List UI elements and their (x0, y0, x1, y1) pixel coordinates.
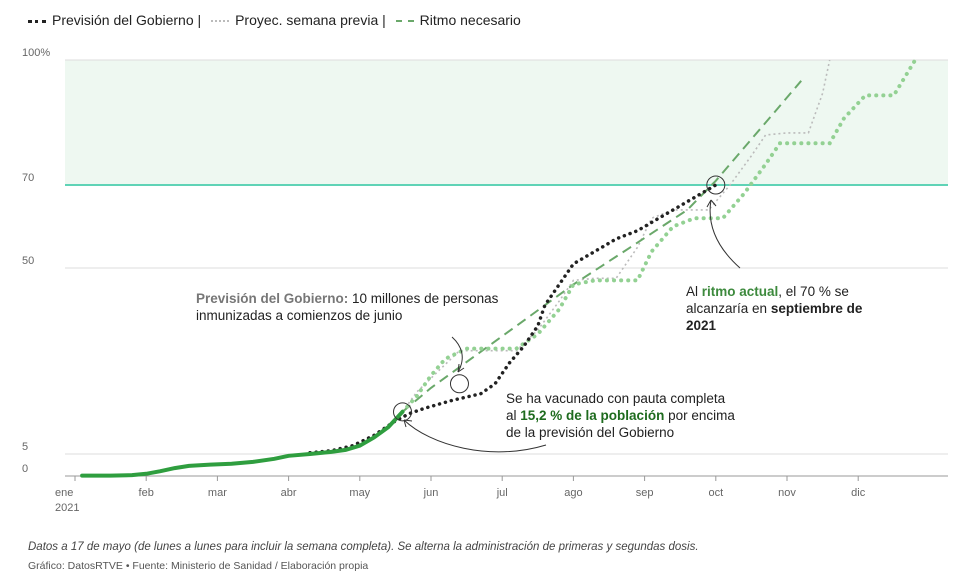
x-tick-label: jun (423, 487, 439, 499)
legend-needed-swatch (395, 20, 414, 23)
x-tick-label: ago (564, 487, 582, 499)
x-tick-label: mar (208, 487, 227, 499)
legend-previous-week-swatch (211, 20, 230, 23)
legend-previous-week-label: Proyec. semana previa | (235, 12, 386, 28)
callout-arrow-pace (709, 199, 741, 269)
y-tick-label: 100% (22, 47, 50, 59)
x-tick-label: dic (851, 487, 866, 499)
legend-government-label: Previsión del Gobierno | (52, 12, 202, 28)
chart-footnote: Datos a 17 de mayo (de lunes a lunes par… (28, 541, 699, 553)
callout-arrow-full (403, 419, 547, 453)
y-tick-label: 5 (22, 441, 28, 453)
x-year-label: 2021 (55, 502, 79, 514)
x-tick-label: oct (708, 487, 723, 499)
x-tick-label: feb (139, 487, 154, 499)
highlight-circle-marker (393, 402, 413, 422)
arrow-head (706, 199, 717, 208)
target-band (65, 60, 948, 185)
x-tick-label: may (349, 487, 370, 499)
current-pace-annotation: Al ritmo actual, el 70 % se alcanzaría e… (686, 284, 863, 333)
chart-legend: Previsión del Gobierno | Proyec. semana … (28, 12, 521, 28)
series-projection-line (400, 58, 918, 414)
vaccination-chart: 0 5 50 70 100% ene feb mar abr may jun jul ago sep oct… (22, 47, 948, 514)
series-government-line (308, 183, 718, 455)
series-needed-line (401, 80, 802, 413)
full-vaccination-annotation: Se ha vacunado con pauta completa al 15,… (506, 391, 735, 440)
arrow-head (403, 419, 413, 428)
x-tick-label: nov (778, 487, 796, 499)
x-tick-label: sep (636, 487, 654, 499)
y-tick-label: 70 (22, 172, 34, 184)
y-tick-label: 50 (22, 255, 34, 267)
government-forecast-annotation: Previsión del Gobierno: 10 millones de p… (196, 291, 499, 323)
chart-source: Gráfico: DatosRTVE • Fuente: Ministerio … (28, 560, 369, 572)
x-tick-label: ene (55, 487, 73, 499)
arrow-head (457, 363, 465, 373)
y-tick-label: 0 (22, 463, 28, 475)
legend-government-swatch (28, 19, 46, 23)
legend-needed-label: Ritmo necesario (419, 12, 521, 28)
x-tick-label: jul (496, 487, 508, 499)
x-tick-label: abr (281, 487, 297, 499)
highlight-circle-marker (449, 374, 469, 394)
highlight-circle-marker (706, 175, 726, 195)
callout-arrow-gov (451, 336, 463, 373)
series-actual-line (80, 409, 405, 478)
